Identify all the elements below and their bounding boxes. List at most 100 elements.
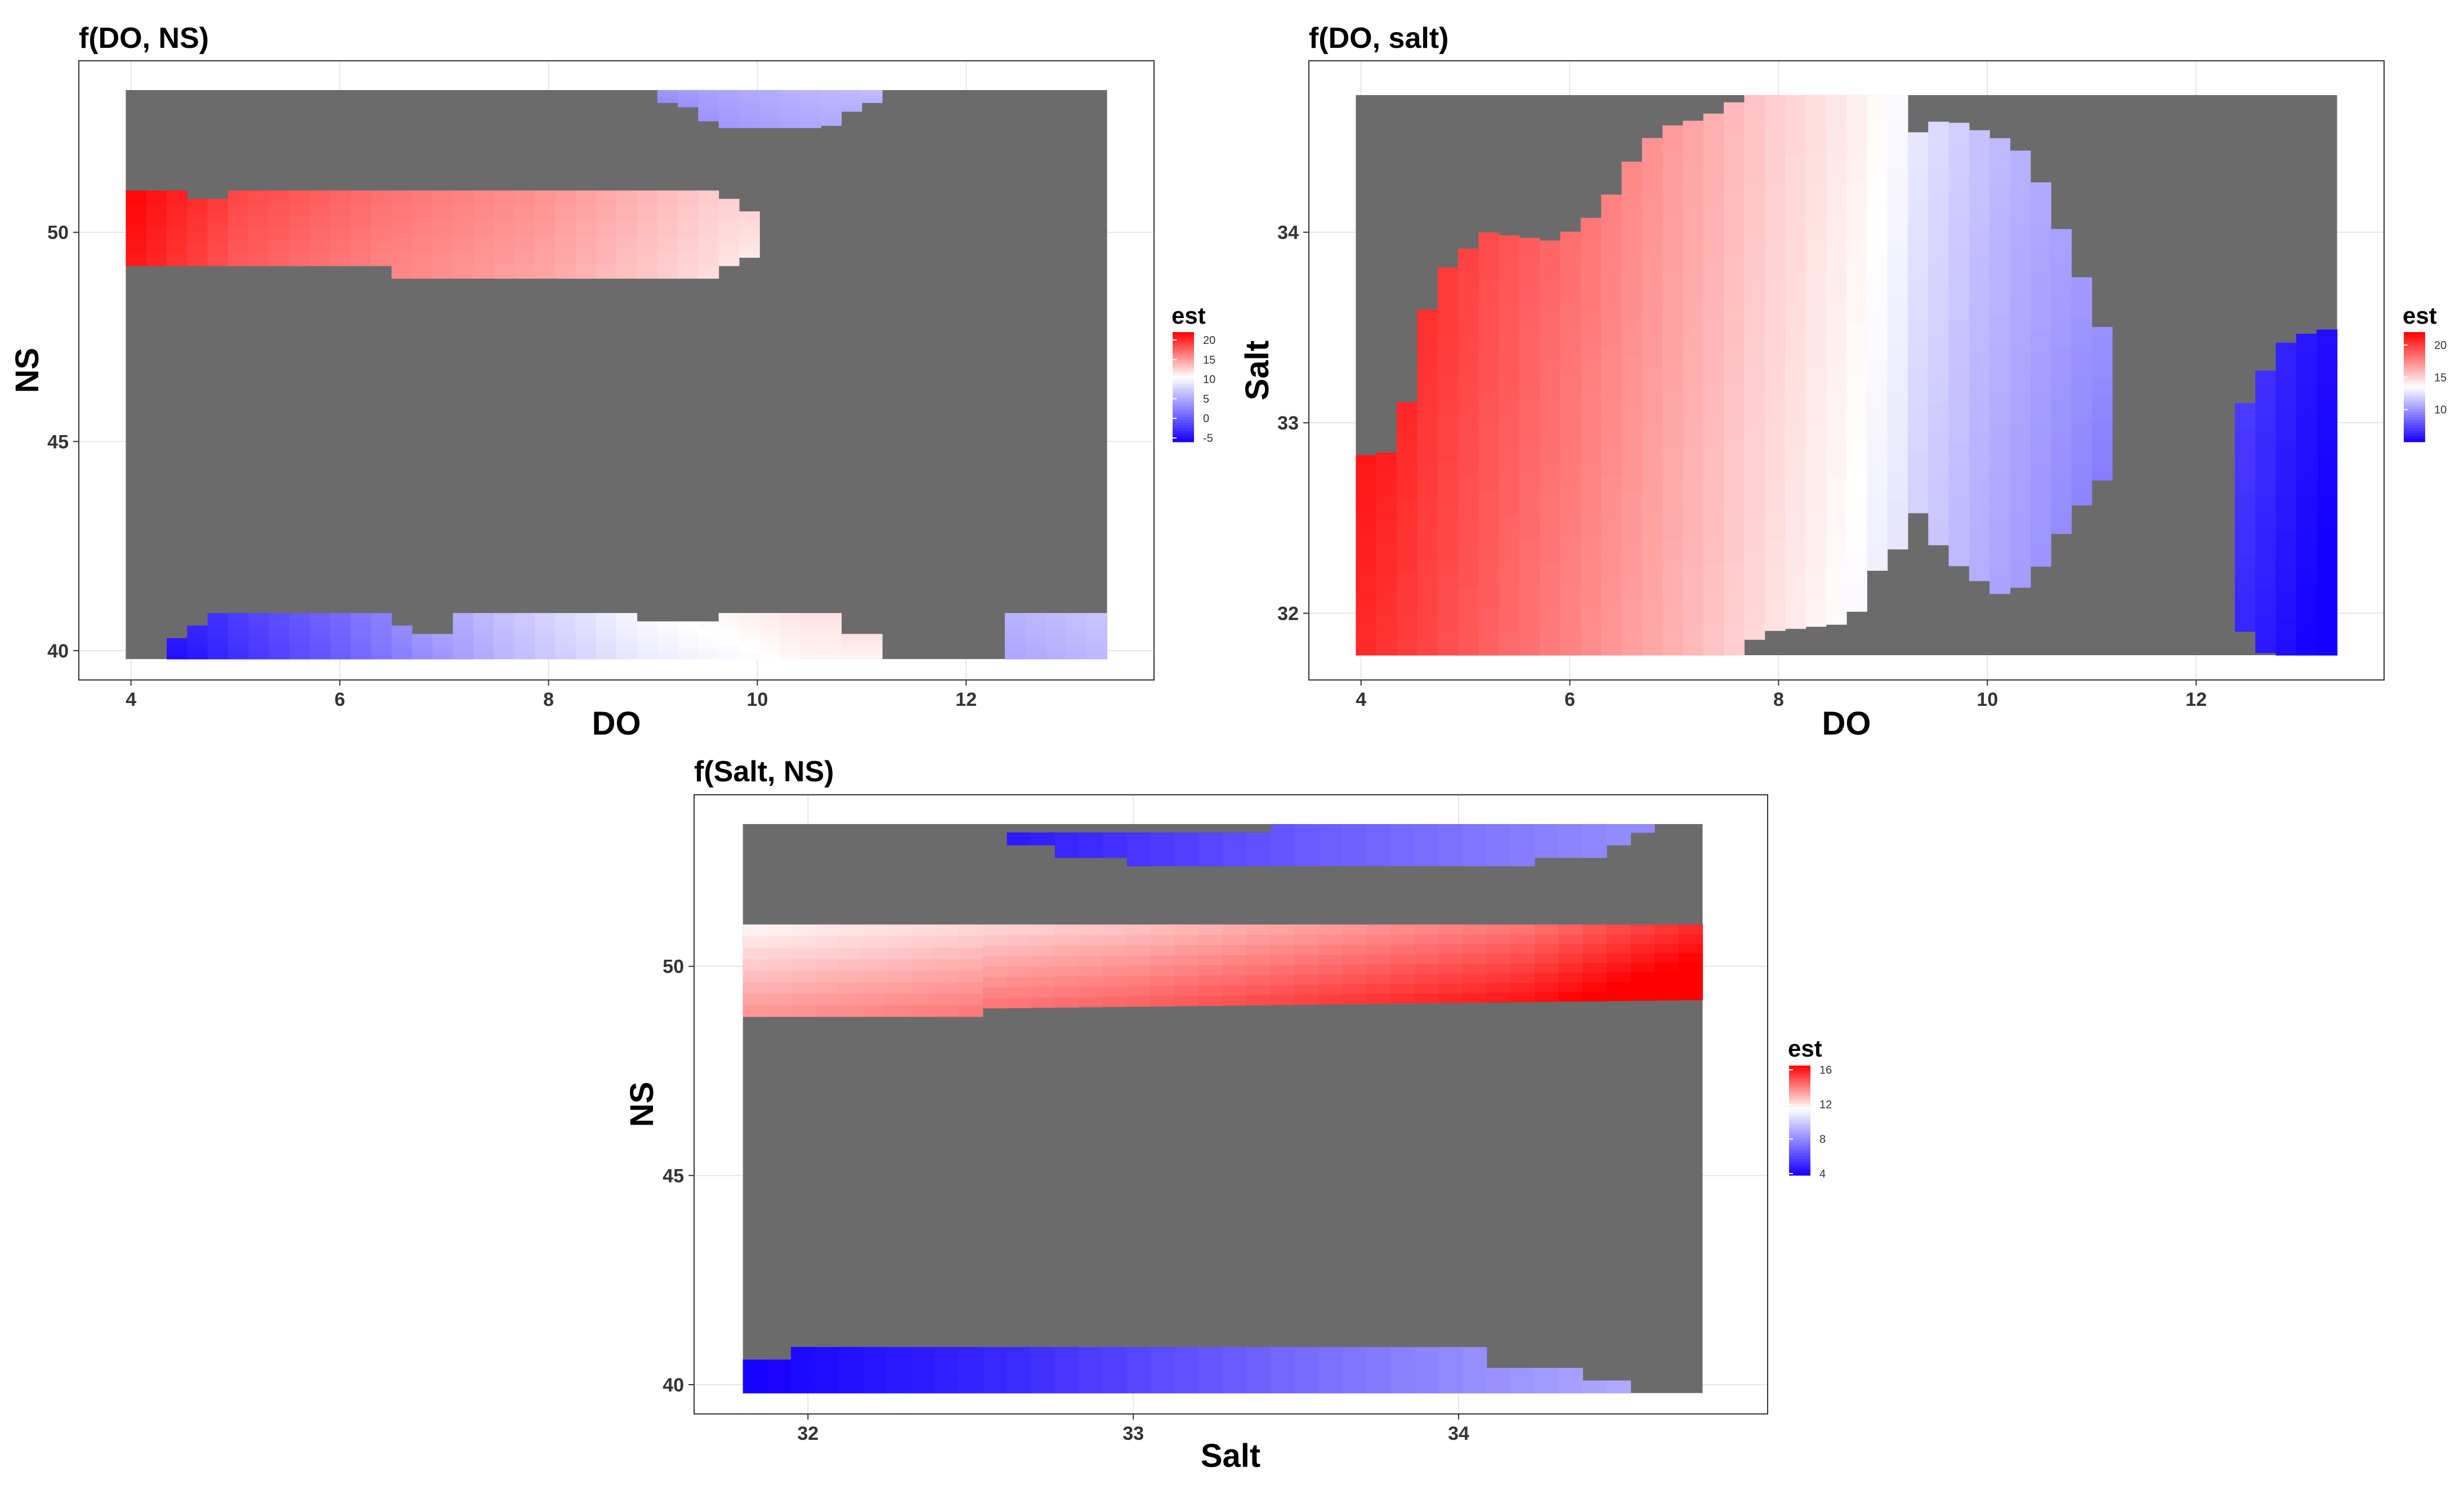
heatmap-tile — [1510, 1368, 1535, 1381]
heatmap-tile — [2091, 361, 2113, 370]
heatmap-tile — [1907, 491, 1929, 513]
heatmap-tile — [1004, 651, 1026, 660]
heatmap-tile — [2051, 297, 2072, 314]
heatmap-tile — [453, 635, 474, 644]
heatmap-tile — [2010, 223, 2031, 248]
heatmap-tile — [1630, 972, 1655, 982]
heatmap-tile — [1662, 213, 1684, 244]
heatmap-tile — [1478, 279, 1500, 303]
heatmap-tile — [1294, 924, 1320, 935]
heatmap-tile — [1989, 467, 2011, 493]
heatmap-tile — [887, 1380, 911, 1394]
heatmap-tile — [2296, 405, 2317, 424]
heatmap-tile — [1499, 585, 1520, 609]
heatmap-tile — [1151, 1380, 1175, 1394]
heatmap-tile — [1174, 995, 1200, 1006]
heatmap-tile — [1486, 982, 1512, 993]
heatmap-tile — [1887, 120, 1908, 146]
heatmap-tile — [432, 234, 454, 250]
heatmap-tile — [739, 90, 760, 97]
legend-tick-label: 15 — [2434, 372, 2447, 384]
heatmap-tile — [534, 190, 556, 206]
legend-color-step — [1789, 1167, 1810, 1170]
heatmap-tile — [432, 638, 454, 643]
heatmap-tile — [2234, 504, 2256, 518]
heatmap-tile — [1343, 1380, 1367, 1394]
heatmap-tile — [815, 970, 839, 983]
heatmap-tile — [1744, 125, 1765, 156]
heatmap-tile — [2234, 580, 2256, 594]
legend-color-step — [1173, 348, 1194, 352]
heatmap-tile — [911, 936, 936, 948]
x-tick-label: 12 — [2185, 689, 2207, 710]
heatmap-tile — [1079, 955, 1103, 966]
heatmap-tile — [1887, 523, 1908, 550]
heatmap-tile — [1989, 517, 2011, 544]
heatmap-tile — [657, 234, 678, 250]
heatmap-tile — [1519, 353, 1540, 378]
heatmap-tile — [555, 643, 576, 652]
heatmap-tile — [575, 613, 597, 621]
heatmap-tile — [815, 1368, 839, 1381]
heatmap-tile — [2296, 333, 2317, 352]
heatmap-tile — [1867, 544, 1888, 571]
heatmap-tile — [800, 643, 821, 652]
heatmap-tile — [1417, 482, 1438, 502]
heatmap-tile — [187, 625, 208, 632]
heatmap-tile — [1764, 184, 1786, 214]
heatmap-tile — [1703, 444, 1724, 475]
heatmap-tile — [911, 1005, 936, 1017]
heatmap-tile — [698, 640, 719, 647]
heatmap-tile — [187, 210, 208, 222]
heatmap-tile — [391, 642, 413, 648]
heatmap-tile — [2071, 302, 2092, 316]
heatmap-tile — [1683, 150, 1704, 181]
heatmap-tile — [2275, 516, 2297, 534]
heatmap-tile — [1969, 205, 1990, 231]
heatmap-tile — [1846, 181, 1867, 211]
heatmap-tile — [862, 924, 887, 937]
heatmap-tile — [698, 220, 719, 235]
heatmap-tile — [718, 90, 740, 97]
heatmap-tile — [1151, 1368, 1175, 1381]
heatmap-tile — [2296, 619, 2317, 638]
heatmap-tile — [1007, 934, 1031, 946]
heatmap-tile — [473, 620, 494, 629]
legend-color-step — [1173, 373, 1194, 377]
legend-color-step — [1789, 1131, 1810, 1135]
heatmap-tile — [289, 190, 310, 204]
heatmap-tile — [1678, 962, 1703, 972]
heatmap-tile — [1417, 578, 1438, 598]
heatmap-tile — [1199, 975, 1223, 986]
heatmap-tile — [862, 1368, 887, 1381]
heatmap-tile — [1007, 987, 1031, 998]
heatmap-tile — [1054, 1368, 1079, 1381]
heatmap-tile — [248, 635, 270, 644]
heatmap-tile — [759, 96, 781, 103]
heatmap-tile — [1678, 990, 1703, 1001]
heatmap-tile — [534, 205, 556, 221]
heatmap-tile — [1540, 517, 1561, 540]
heatmap-tile — [677, 99, 699, 102]
heatmap-tile — [743, 982, 767, 994]
heatmap-tile — [228, 190, 249, 204]
heatmap-tile — [1376, 508, 1397, 521]
heatmap-tile — [1223, 924, 1247, 935]
heatmap-tile — [2091, 429, 2113, 438]
heatmap-tile — [1724, 102, 1745, 133]
heatmap-tile — [514, 628, 535, 637]
heatmap-tile — [1826, 95, 1847, 125]
heatmap-tile — [1415, 983, 1439, 994]
heatmap-tile — [1630, 953, 1655, 963]
heatmap-tile — [289, 628, 310, 637]
heatmap-tile — [1582, 943, 1607, 954]
heatmap-tile — [637, 234, 658, 250]
heatmap-tile — [2051, 432, 2072, 450]
heatmap-tile — [1969, 480, 1990, 506]
heatmap-tile — [1417, 521, 1438, 540]
heatmap-tile — [1126, 1368, 1151, 1381]
x-tick-label: 10 — [1976, 689, 1998, 710]
heatmap-tile — [841, 101, 862, 105]
heatmap-tile — [677, 634, 699, 641]
